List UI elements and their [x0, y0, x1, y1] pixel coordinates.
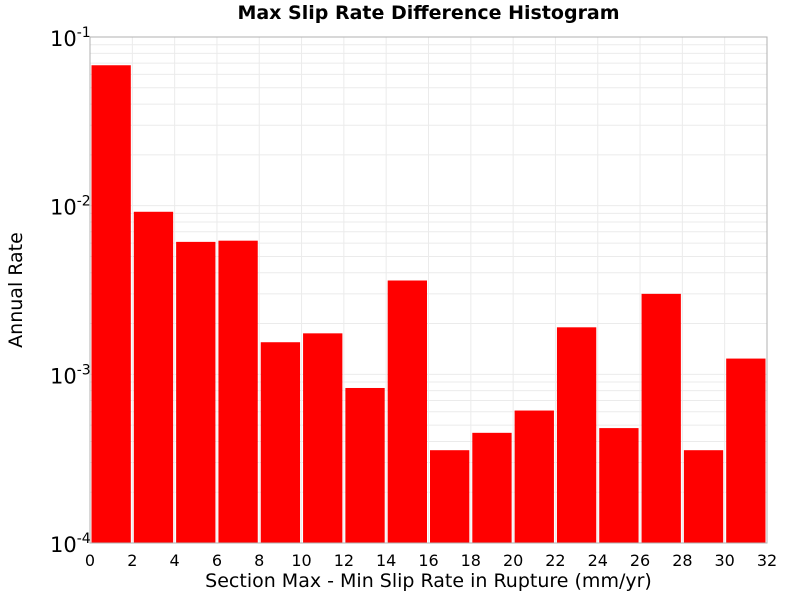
y-axis-label: Annual Rate — [5, 232, 27, 348]
bar — [430, 450, 470, 543]
x-tick-label: 6 — [212, 551, 222, 570]
bar — [387, 280, 427, 543]
x-tick-label: 4 — [170, 551, 180, 570]
x-tick-label: 8 — [254, 551, 264, 570]
chart-title: Max Slip Rate Difference Histogram — [237, 2, 620, 24]
plot-border — [89, 36, 768, 544]
y-tick-label: 10-1 — [50, 25, 91, 51]
bar — [345, 387, 385, 543]
bar — [176, 241, 216, 543]
x-tick-label: 16 — [418, 551, 438, 570]
bar — [514, 410, 554, 543]
y-tick-label: 10-3 — [50, 362, 91, 388]
bar — [683, 450, 724, 543]
x-tick-label: 32 — [757, 551, 777, 570]
bar — [303, 333, 343, 543]
y-axis-ticks: 10-1 10-2 10-3 10-4 — [50, 25, 91, 557]
bar — [726, 358, 766, 543]
x-tick-label: 12 — [334, 551, 354, 570]
bar — [641, 293, 681, 543]
y-tick-label: 10-4 — [50, 531, 91, 557]
bar — [218, 240, 258, 543]
x-tick-label: 28 — [672, 551, 692, 570]
x-tick-label: 2 — [127, 551, 137, 570]
x-tick-label: 30 — [715, 551, 735, 570]
bar — [91, 65, 131, 544]
x-tick-label: 18 — [461, 551, 481, 570]
x-tick-label: 14 — [376, 551, 396, 570]
x-axis-ticks: 0 2 4 6 8 10 12 14 16 18 20 22 24 26 28 30 32 — [85, 551, 777, 570]
x-tick-label: 26 — [630, 551, 650, 570]
x-tick-label: 10 — [291, 551, 311, 570]
y-tick-label: 10-2 — [50, 194, 91, 220]
bar — [556, 327, 597, 543]
bars — [91, 65, 766, 544]
bar — [599, 428, 639, 543]
x-tick-label: 24 — [588, 551, 608, 570]
bar — [472, 432, 512, 543]
x-axis-label: Section Max - Min Slip Rate in Rupture (… — [205, 570, 652, 592]
x-tick-label: 0 — [85, 551, 95, 570]
x-tick-label: 20 — [503, 551, 523, 570]
bar — [260, 342, 301, 543]
x-tick-label: 22 — [545, 551, 565, 570]
bar — [133, 211, 174, 543]
